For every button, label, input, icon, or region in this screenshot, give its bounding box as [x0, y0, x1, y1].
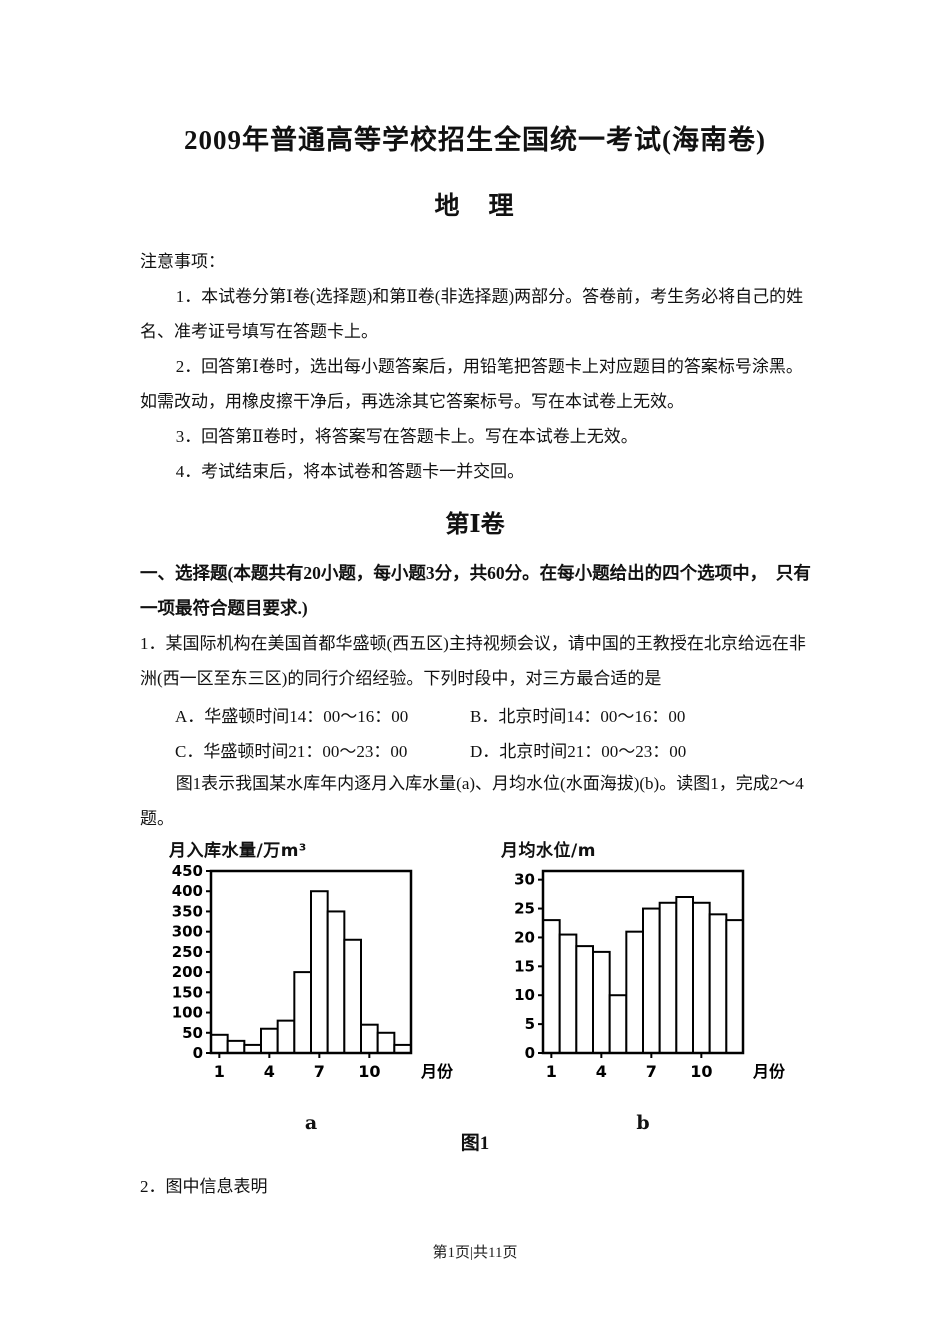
- option-c: C．华盛顿时间21：00～23：00: [175, 742, 408, 761]
- notice-heading: 注意事项：: [140, 252, 225, 271]
- doc-subject: 地 理: [434, 193, 516, 220]
- chart-b-plot: 0 5 10 15 20 25 30 1 4 7 10 月份: [514, 869, 786, 1081]
- question-1-options: A．华盛顿时间14：00～16：00 B．北京时间14：00～16：00 C．华…: [175, 699, 815, 769]
- svg-text:10: 10: [358, 1062, 380, 1081]
- svg-text:4: 4: [596, 1062, 607, 1081]
- svg-text:20: 20: [514, 928, 535, 946]
- svg-text:100: 100: [172, 1004, 203, 1022]
- notice-section: 注意事项： 1．本试卷分第Ⅰ卷(选择题)和第Ⅱ卷(非选择题)两部分。答卷前，考生…: [140, 244, 816, 489]
- figure-1-caption: 图1: [460, 1133, 490, 1154]
- svg-text:0: 0: [525, 1044, 535, 1062]
- svg-text:1: 1: [214, 1062, 225, 1081]
- svg-text:450: 450: [172, 863, 203, 880]
- svg-text:月份: 月份: [420, 1062, 454, 1081]
- chart-b-title: 月均水位/m: [501, 841, 596, 861]
- chart-a-plot: 0 50 100 150 200 250 300 350 400 450 1 4 7 10 月份: [172, 862, 454, 1081]
- chart-a: 月入库水量/万m³ 0 50 100 150 200 250 300 350 400 450 1 4 7…: [163, 836, 473, 1134]
- figure-1-intro: 图1表示我国某水库年内逐月入库水量(a)、月均水位(水面海拔)(b)。读图1，完…: [140, 774, 804, 828]
- svg-text:250: 250: [172, 943, 203, 961]
- svg-text:7: 7: [646, 1062, 657, 1081]
- section-1-heading: 第Ⅰ卷: [445, 512, 505, 538]
- svg-text:1: 1: [546, 1062, 557, 1081]
- chart-b: 月均水位/m 0 5 10 15 20 25 30 1 4 7 10 月份 b: [495, 836, 805, 1134]
- notice-item-3: 3．回答第Ⅱ卷时，将答案写在答题卡上。写在本试卷上无效。: [175, 427, 638, 446]
- svg-text:10: 10: [690, 1062, 712, 1081]
- svg-text:月份: 月份: [752, 1062, 786, 1081]
- notice-item-2: 2．回答第Ⅰ卷时，选出每小题答案后，用铅笔把答题卡上对应题目的答案标号涂黑。如需…: [140, 357, 803, 411]
- svg-text:350: 350: [172, 902, 203, 920]
- notice-item-1: 1．本试卷分第Ⅰ卷(选择题)和第Ⅱ卷(非选择题)两部分。答卷前，考生务必将自己的…: [140, 287, 804, 341]
- svg-text:0: 0: [193, 1044, 203, 1062]
- doc-title: 2009年普通高等学校招生全国统一考试(海南卷): [184, 125, 766, 155]
- figure-1: 月入库水量/万m³ 0 50 100 150 200 250 300 350 400 450 1 4 7…: [163, 836, 805, 1134]
- svg-text:300: 300: [172, 923, 203, 941]
- option-b: B．北京时间14：00～16：00: [470, 707, 686, 726]
- option-row-2: C．华盛顿时间21：00～23：00 D．北京时间21：00～23：00: [175, 734, 815, 769]
- svg-text:400: 400: [172, 882, 203, 900]
- option-a: A．华盛顿时间14：00～16：00: [175, 707, 409, 726]
- svg-text:30: 30: [514, 871, 535, 889]
- svg-text:5: 5: [525, 1015, 535, 1033]
- question-1-text: 1．某国际机构在美国首都华盛顿(西五区)主持视频会议，请中国的王教授在北京给远在…: [140, 634, 806, 688]
- question-2-lead: 2．图中信息表明: [140, 1177, 268, 1196]
- svg-text:10: 10: [514, 986, 535, 1004]
- chart-a-title: 月入库水量/万m³: [169, 841, 307, 861]
- chart-b-sublabel: b: [636, 1112, 650, 1134]
- svg-text:7: 7: [314, 1062, 325, 1081]
- chart-a-sublabel: a: [304, 1112, 318, 1134]
- part-1-intro: 一、选择题(本题共有20小题，每小题3分，共60分。在每小题给出的四个选项中， …: [140, 563, 811, 618]
- svg-text:4: 4: [264, 1062, 275, 1081]
- svg-text:25: 25: [514, 900, 535, 918]
- svg-text:150: 150: [172, 983, 203, 1001]
- svg-text:15: 15: [514, 957, 535, 975]
- svg-text:200: 200: [172, 963, 203, 981]
- option-d: D．北京时间21：00～23：00: [470, 742, 687, 761]
- page-number-footer: 第1页|共11页: [432, 1245, 518, 1261]
- notice-item-4: 4．考试结束后，将本试卷和答题卡一并交回。: [175, 462, 525, 481]
- option-row-1: A．华盛顿时间14：00～16：00 B．北京时间14：00～16：00: [175, 699, 815, 734]
- svg-text:50: 50: [182, 1024, 203, 1042]
